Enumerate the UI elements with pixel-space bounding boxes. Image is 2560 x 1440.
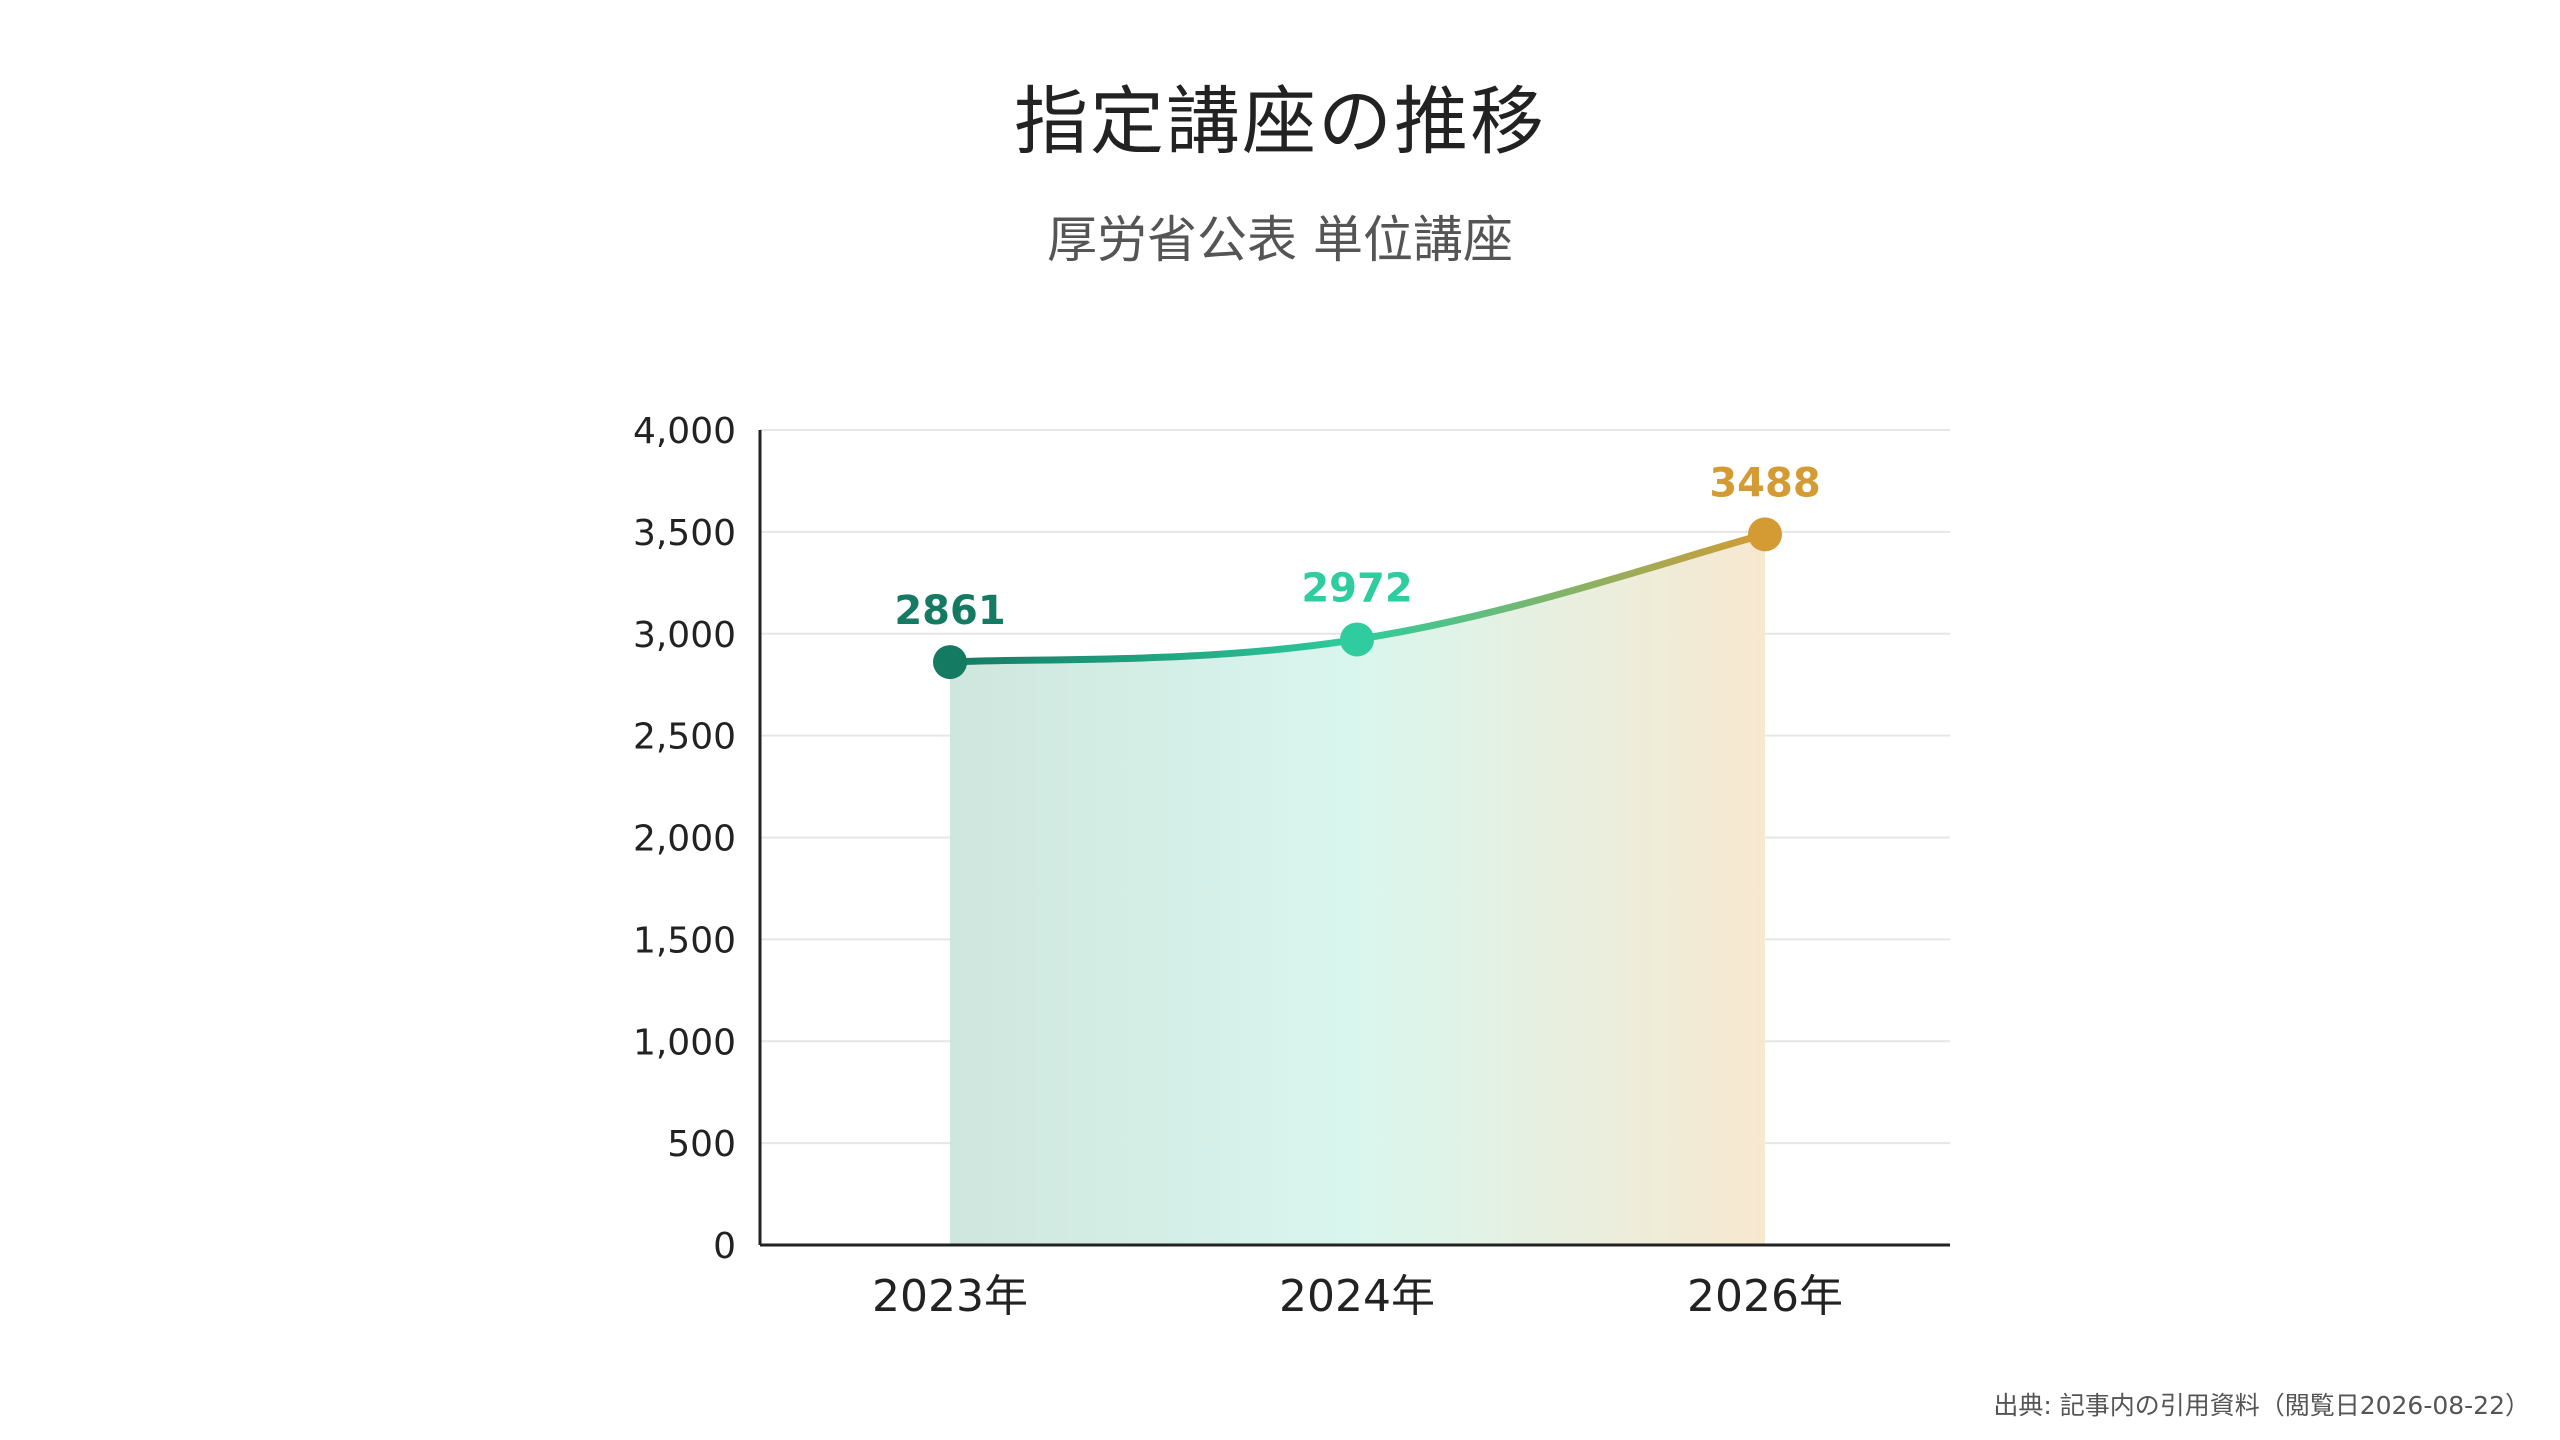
source-note: 出典: 記事内の引用資料（閲覧日2026-08-22） (1993, 1391, 2530, 1420)
data-points (933, 517, 1782, 680)
y-tick-label: 2,500 (633, 717, 736, 758)
y-tick-label: 1,500 (633, 920, 736, 961)
axes (758, 430, 1950, 1247)
data-label: 2972 (1301, 565, 1412, 611)
x-tick-label: 2026年 (1687, 1271, 1843, 1322)
y-tick-label: 2,000 (633, 819, 736, 860)
y-tick-label: 1,000 (633, 1022, 736, 1063)
x-tick-label: 2024年 (1279, 1271, 1435, 1322)
y-tick-label: 500 (667, 1124, 736, 1165)
y-tick-labels: 0 500 1,000 1,500 2,000 2,500 3,000 3,500 4,000 (633, 411, 736, 1267)
x-tick-label: 2023年 (872, 1271, 1028, 1322)
y-tick-label: 3,500 (633, 513, 736, 554)
data-label: 2861 (894, 588, 1005, 634)
y-tick-label: 0 (713, 1226, 736, 1267)
area-fill-layer (950, 534, 1765, 1245)
y-tick-label: 4,000 (633, 411, 736, 452)
data-point (1748, 517, 1782, 552)
data-point (1340, 622, 1374, 657)
y-tick-label: 3,000 (633, 615, 736, 656)
data-label: 3488 (1709, 460, 1820, 506)
area-fill (950, 534, 1765, 1245)
data-labels: 2861 2972 3488 (894, 460, 1820, 634)
chart-subtitle: 厚労省公表 単位講座 (1047, 211, 1513, 269)
chart-title: 指定講座の推移 (1014, 79, 1546, 165)
data-point (933, 645, 967, 680)
x-tick-labels: 2023年 2024年 2026年 (872, 1271, 1843, 1322)
